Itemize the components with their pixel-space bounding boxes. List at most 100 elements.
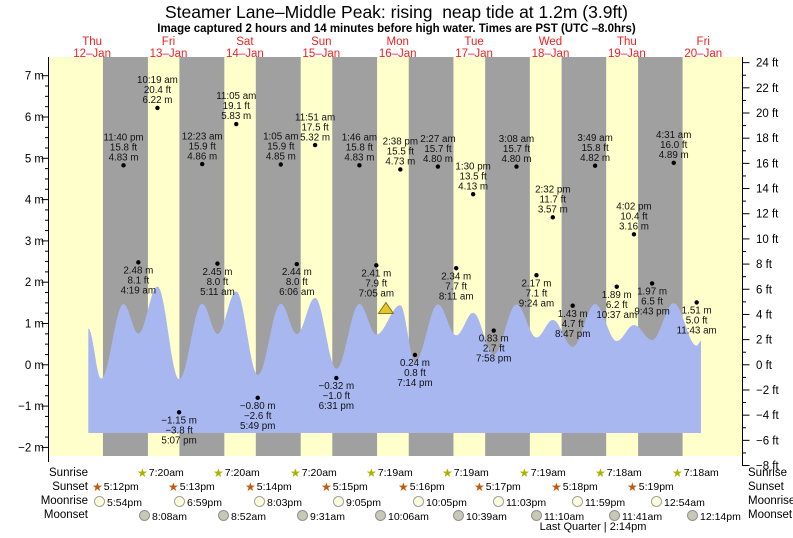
- tide-event-text: 6:31 pm: [319, 401, 354, 412]
- tide-event-dot: [357, 163, 362, 168]
- day-weekday-label: Sat: [236, 36, 254, 48]
- tide-event-text: 4.80 m: [502, 154, 532, 165]
- moonrise-entry: 8:03pm: [254, 495, 302, 509]
- tide-event-text: 2.34 m: [441, 271, 471, 282]
- left-axis-tick-label: 5 m: [25, 153, 44, 165]
- moonrise-entry: 11:59pm: [572, 495, 625, 509]
- sunset-time: 5:16pm: [409, 481, 445, 493]
- moonrise-time: 5:54pm: [107, 497, 143, 509]
- day-date-label: 12–Jan: [73, 48, 111, 60]
- sunrise-time: 7:20am: [224, 467, 260, 479]
- sunset-entry: ★5:17pm: [474, 481, 521, 494]
- moonrise-entry: 11:03pm: [493, 495, 546, 509]
- tide-low-annotation: −1.15 m−3.8 ft5:07 pm: [161, 410, 197, 446]
- tide-low-annotation: −0.32 m−1.0 ft6:31 pm: [318, 375, 354, 412]
- tide-low-annotation: 0.24 m0.8 ft7:14 pm: [397, 352, 433, 389]
- tide-event-dot: [435, 164, 441, 169]
- tide-event-text: 11:05 am: [216, 91, 256, 102]
- right-axis-tick-label: 12 ft: [756, 209, 779, 221]
- sunrise-time: 7:19am: [377, 467, 413, 479]
- moonrise-time: 9:05pm: [346, 497, 382, 509]
- tide-event-text: 7.9 ft: [365, 278, 387, 289]
- moonrise-circle-icon: [174, 496, 185, 507]
- day-weekday-label: Thu: [82, 36, 102, 48]
- sunset-star-icon: ★: [245, 480, 256, 494]
- tide-event-text: −1.0 ft: [323, 391, 351, 402]
- sunset-star-icon: ★: [551, 480, 562, 494]
- tide-event-text: 6:06 am: [279, 287, 314, 298]
- right-axis-tick-label: 2 ft: [756, 335, 773, 347]
- sunrise-row-label-left: Sunrise: [49, 467, 88, 479]
- tide-event-dot: [121, 163, 126, 168]
- left-axis-tick-label: −2 m: [18, 442, 44, 454]
- moonset-row-label-right: Moonset: [748, 509, 793, 521]
- left-axis-tick-label: 2 m: [25, 277, 44, 289]
- right-axis-tick-label: 24 ft: [756, 58, 779, 70]
- sunset-time: 5:14pm: [256, 481, 292, 493]
- moonrise-circle-icon: [572, 496, 583, 507]
- sunset-star-icon: ★: [627, 480, 638, 494]
- moonrise-entry: 10:05pm: [413, 495, 467, 509]
- moonrise-entry: 9:05pm: [333, 495, 382, 509]
- moonrise-row-label-left: Moonrise: [40, 495, 88, 507]
- moonset-time: 9:31am: [310, 511, 346, 523]
- sunrise-time: 7:19am: [530, 467, 566, 479]
- right-axis-tick-label: 18 ft: [756, 133, 779, 145]
- tide-event-text: 2.48 m: [123, 266, 153, 277]
- tide-event-dot: [514, 164, 519, 169]
- tide-low-annotation: 2.45 m8.0 ft5:11 am: [200, 261, 235, 298]
- sunset-star-icon: ★: [321, 480, 332, 494]
- tide-event-text: 12:23 am: [182, 131, 223, 142]
- tide-event-dot: [294, 261, 299, 267]
- day-weekday-label: Fri: [162, 36, 175, 48]
- tide-event-text: 0.83 m: [479, 334, 509, 345]
- tide-event-text: 5:11 am: [200, 287, 235, 298]
- moonset-time: 8:08am: [152, 511, 188, 523]
- tide-event-text: 1:30 pm: [455, 161, 490, 172]
- tide-event-text: 8.1 ft: [127, 276, 149, 287]
- left-axis-tick-label: 0 m: [25, 360, 44, 372]
- moonset-row-label-left: Moonset: [43, 509, 88, 521]
- day-weekday-label: Sun: [311, 36, 331, 48]
- tide-event-text: −2.6 ft: [244, 411, 272, 422]
- moonrise-entry: 12:54am: [651, 495, 705, 509]
- tide-event-text: 7:58 pm: [476, 354, 511, 365]
- tide-event-dot: [136, 260, 141, 265]
- tide-event-text: 7.1 ft: [526, 288, 548, 299]
- sunrise-star-icon: ★: [672, 466, 683, 480]
- tide-event-text: −0.32 m: [318, 381, 354, 392]
- tide-event-text: 7:05 am: [359, 288, 394, 299]
- tide-event-text: 6.5 ft: [641, 297, 663, 308]
- moonset-circle-icon: [139, 510, 150, 521]
- day-date-label: 14–Jan: [226, 48, 264, 60]
- moonset-time: 11:10am: [544, 511, 585, 523]
- tide-event-dot: [155, 105, 160, 111]
- tide-event-dot: [570, 303, 575, 308]
- tide-event-text: 4.73 m: [385, 157, 415, 168]
- sunrise-star-icon: ★: [290, 466, 301, 480]
- sunrise-time: 7:20am: [148, 467, 184, 479]
- sunset-entry: ★5:14pm: [245, 481, 292, 494]
- tide-event-text: 1.43 m: [558, 309, 588, 320]
- tide-low-annotation: 0.83 m2.7 ft7:58 pm: [476, 328, 511, 365]
- tide-event-dot: [412, 352, 418, 358]
- tide-event-text: 6.22 m: [142, 95, 172, 106]
- tide-event-text: 4.83 m: [344, 153, 374, 164]
- sunset-time: 5:15pm: [332, 481, 368, 493]
- sunset-time: 5:17pm: [485, 481, 521, 493]
- right-axis-tick-label: −4 ft: [756, 410, 780, 422]
- sunset-entry: ★5:15pm: [321, 481, 368, 494]
- tide-event-text: 11:43 am: [677, 326, 717, 337]
- tide-event-dot: [398, 167, 403, 172]
- moonrise-circle-icon: [651, 496, 662, 507]
- tide-event-text: 4.89 m: [659, 150, 689, 161]
